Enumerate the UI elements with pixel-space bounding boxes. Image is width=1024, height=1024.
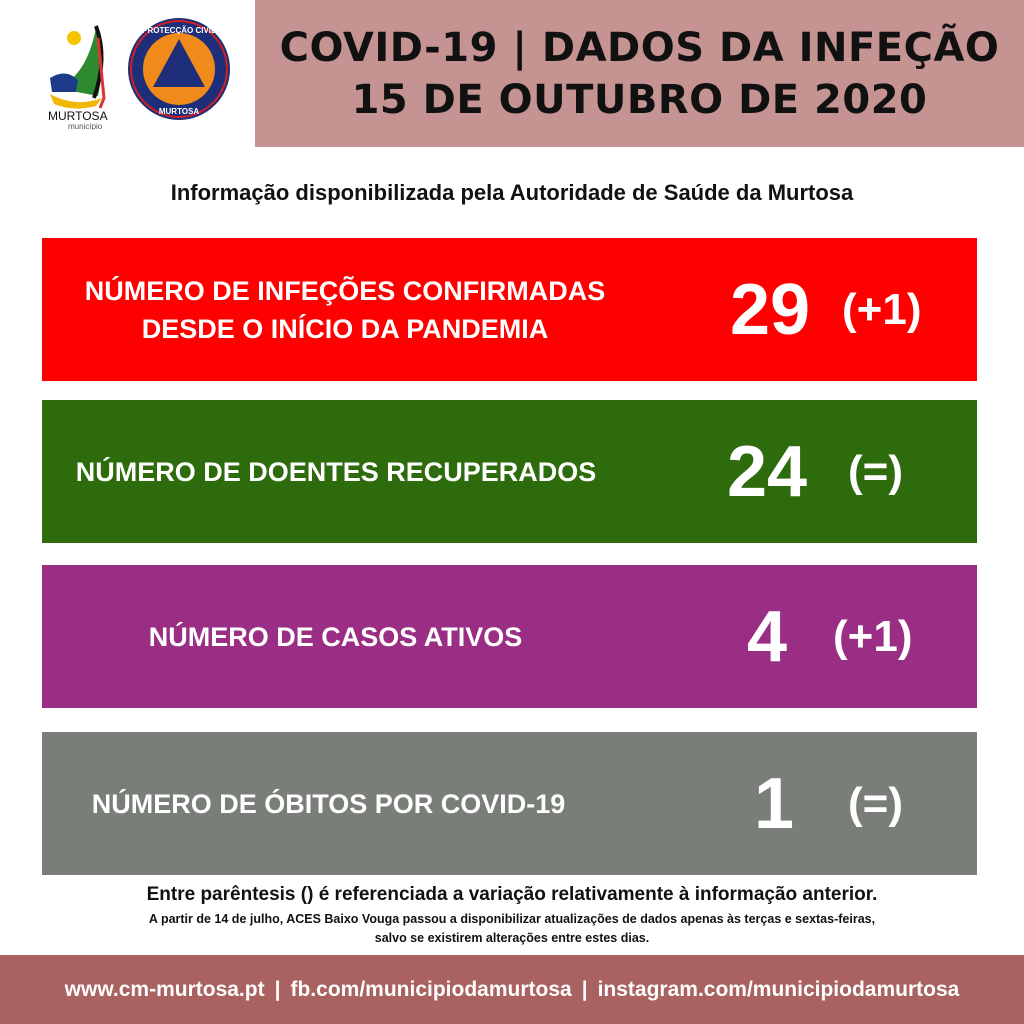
stat-value: 24	[727, 431, 808, 512]
stat-change: (+1)	[842, 284, 922, 334]
stat-label: NÚMERO DE INFEÇÕES CONFIRMADAS	[84, 275, 606, 306]
svg-text:MURTOSA: MURTOSA	[159, 107, 200, 116]
stat-label: NÚMERO DE CASOS ATIVOS	[148, 621, 523, 652]
stat-active-cases: NÚMERO DE CASOS ATIVOS 4 (+1)	[42, 565, 977, 708]
protecao-civil-logo: PROTECÇÃO CIVIL MURTOSA	[127, 17, 231, 121]
stat-change: (+1)	[833, 611, 913, 661]
update-schedule-note: A partir de 14 de julho, ACES Baixo Voug…	[0, 910, 1024, 948]
svg-text:município: município	[68, 122, 103, 130]
note-line: salvo se existirem alterações entre este…	[374, 931, 650, 945]
svg-text:MURTOSA: MURTOSA	[48, 109, 108, 123]
stat-change: (=)	[848, 778, 903, 828]
variation-note: Entre parêntesis () é referenciada a var…	[146, 884, 878, 905]
separator: |	[274, 977, 281, 1001]
website-link[interactable]: www.cm-murtosa.pt	[64, 977, 265, 1001]
instagram-link[interactable]: instagram.com/municipiodamurtosa	[597, 977, 960, 1001]
separator: |	[581, 977, 588, 1001]
header-title: COVID-19 | DADOS DA INFEÇÃO	[279, 24, 1000, 71]
stat-value: 4	[747, 596, 788, 677]
stat-value: 1	[754, 763, 795, 844]
stat-value: 29	[730, 269, 811, 350]
stat-recovered: NÚMERO DE DOENTES RECUPERADOS 24 (=)	[42, 400, 977, 543]
stat-deaths: NÚMERO DE ÓBITOS POR COVID-19 1 (=)	[42, 732, 977, 875]
note-line: A partir de 14 de julho, ACES Baixo Voug…	[148, 912, 876, 926]
stat-label: DESDE O INÍCIO DA PANDEMIA	[141, 313, 549, 344]
footer: www.cm-murtosa.pt | fb.com/municipiodamu…	[0, 955, 1024, 1024]
stat-confirmed-infections: NÚMERO DE INFEÇÕES CONFIRMADAS DESDE O IN…	[42, 238, 977, 381]
stat-label: NÚMERO DE ÓBITOS POR COVID-19	[91, 788, 566, 819]
murtosa-municipio-logo: MURTOSA município	[46, 18, 112, 131]
stat-change: (=)	[848, 446, 903, 496]
header-date: 15 DE OUTUBRO DE 2020	[351, 76, 928, 123]
header-banner: COVID-19 | DADOS DA INFEÇÃO 15 DE OUTUBR…	[255, 0, 1024, 147]
stat-label: NÚMERO DE DOENTES RECUPERADOS	[75, 456, 597, 487]
facebook-link[interactable]: fb.com/municipiodamurtosa	[290, 977, 572, 1001]
svg-text:PROTECÇÃO CIVIL: PROTECÇÃO CIVIL	[142, 26, 216, 35]
subtitle: Informação disponibilizada pela Autorida…	[170, 180, 854, 205]
